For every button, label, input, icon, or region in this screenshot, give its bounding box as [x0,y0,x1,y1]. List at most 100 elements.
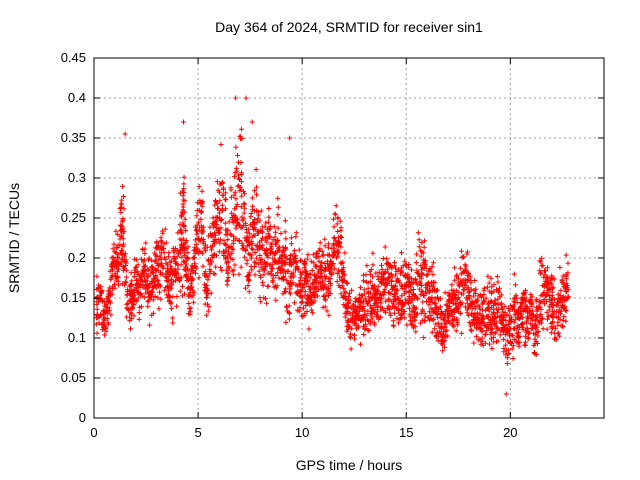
data-point [108,277,114,283]
data-point [248,255,254,261]
data-point [290,270,296,276]
data-point [111,261,116,266]
data-point [402,315,408,321]
data-point [230,257,236,263]
data-point [378,274,384,280]
data-point [492,321,497,327]
data-point [342,289,348,295]
data-point [304,256,310,262]
data-point [358,341,363,347]
data-point [292,248,297,254]
data-point [422,313,428,319]
data-point [325,252,331,258]
data-point [309,268,315,273]
data-point [538,270,544,276]
data-point [183,258,189,264]
data-point [374,291,380,297]
data-point [468,286,474,292]
data-point [524,306,530,312]
data-point [408,321,414,327]
data-point [260,235,265,241]
data-point [206,304,212,310]
data-point [230,215,236,220]
data-point [300,305,306,311]
data-point [404,262,409,268]
data-point [483,313,489,319]
data-point [347,324,353,330]
data-point [370,274,376,280]
data-point [326,279,332,284]
data-point [239,170,244,176]
data-point [95,314,101,320]
data-point [137,282,143,288]
data-point [184,255,190,260]
data-point [489,326,495,332]
data-point [306,326,312,332]
data-point [239,193,245,199]
data-point [550,319,556,325]
data-point [242,205,248,211]
data-point [193,264,199,270]
data-point [545,265,550,271]
data-point [265,231,271,237]
data-point [512,295,518,301]
data-point [94,330,100,336]
data-point [533,326,539,332]
data-point [266,214,272,220]
data-point [238,187,244,193]
data-point [555,315,561,320]
data-point [457,310,463,316]
data-point [201,245,207,251]
data-point [222,220,228,226]
data-point [413,260,419,266]
data-point [355,325,361,331]
data-point [123,279,129,285]
data-point [210,224,216,230]
data-point [182,198,188,204]
data-point [535,333,541,339]
data-point [151,270,157,276]
data-point [134,257,140,263]
data-point [170,315,176,321]
data-point [280,268,286,274]
x-tick-label: 15 [399,425,413,440]
data-point [453,301,459,306]
data-point [358,304,364,310]
y-axis-label: SRMTID / TECUs [6,183,22,293]
data-point [562,294,568,300]
data-point [145,273,151,279]
data-point [304,277,310,283]
data-point [544,298,549,304]
data-point [363,272,369,278]
data-point [243,223,249,228]
data-point [275,225,281,231]
data-point [238,264,244,270]
data-point [433,310,439,316]
data-point [421,244,427,250]
data-point [212,232,218,238]
data-point [565,286,571,292]
data-point [118,209,124,215]
data-point [359,300,365,306]
x-axis-label: GPS time / hours [296,457,403,473]
data-point [393,278,399,284]
data-point [550,284,556,290]
data-point [452,277,458,283]
y-tick-label: 0.35 [61,130,86,145]
data-point [320,304,326,310]
data-point [244,257,250,263]
data-point [233,215,239,221]
data-point [185,250,191,256]
data-point [560,317,566,323]
data-point [200,227,206,233]
data-point [399,250,404,256]
data-point [275,259,281,265]
data-point [405,283,411,289]
data-point [371,303,377,308]
data-point [325,261,331,267]
data-point [454,272,460,278]
data-point [154,260,160,266]
data-point [489,346,495,352]
data-point [283,270,288,276]
data-point [335,271,341,277]
